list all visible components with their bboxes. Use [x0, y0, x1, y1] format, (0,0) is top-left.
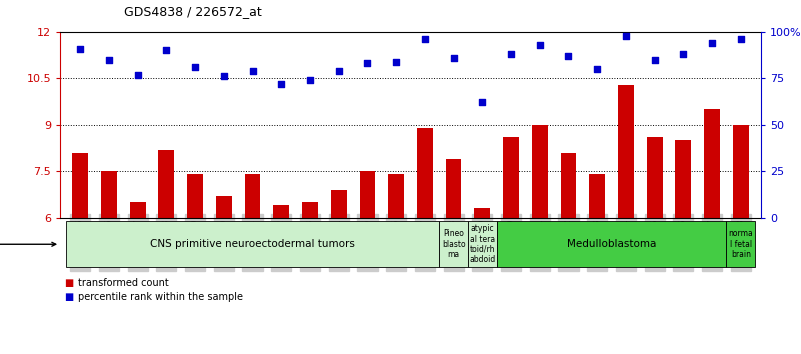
Point — [591, 66, 604, 72]
Point — [505, 51, 517, 57]
Bar — [417, 128, 433, 218]
Point — [361, 61, 374, 66]
Bar — [445, 159, 461, 218]
Text: percentile rank within the sample: percentile rank within the sample — [78, 292, 244, 302]
Point — [390, 59, 403, 64]
Point — [275, 81, 288, 87]
Point — [418, 36, 431, 42]
Point — [189, 64, 202, 70]
Text: Medulloblastoma: Medulloblastoma — [567, 239, 656, 249]
Text: Pineo
blasto
ma: Pineo blasto ma — [442, 229, 465, 259]
Bar — [244, 175, 260, 218]
Point — [332, 68, 345, 74]
Text: disease state: disease state — [0, 239, 56, 249]
Bar — [302, 202, 318, 218]
Text: ■: ■ — [64, 278, 74, 288]
Bar — [216, 196, 231, 218]
Bar — [130, 202, 146, 218]
Text: GDS4838 / 226572_at: GDS4838 / 226572_at — [124, 5, 262, 18]
Bar — [439, 221, 468, 267]
Point — [131, 72, 144, 78]
Point — [103, 57, 115, 63]
Bar — [646, 137, 662, 218]
Point — [619, 33, 632, 39]
Bar — [66, 221, 439, 267]
Point — [447, 55, 460, 61]
Bar — [503, 137, 519, 218]
Bar — [497, 221, 727, 267]
Bar — [590, 175, 605, 218]
Bar — [72, 153, 88, 218]
Text: CNS primitive neuroectodermal tumors: CNS primitive neuroectodermal tumors — [150, 239, 355, 249]
Bar — [101, 171, 117, 218]
Text: norma
l fetal
brain: norma l fetal brain — [728, 229, 753, 259]
Bar — [159, 150, 175, 218]
Text: transformed count: transformed count — [78, 278, 169, 288]
Bar — [704, 109, 720, 218]
Point — [304, 78, 316, 83]
Bar — [532, 125, 548, 218]
Point — [533, 42, 546, 48]
Bar — [618, 85, 634, 218]
Bar — [273, 205, 289, 218]
Point — [648, 57, 661, 63]
Bar — [474, 209, 490, 218]
Text: atypic
al tera
toid/rh
abdoid: atypic al tera toid/rh abdoid — [469, 224, 496, 264]
Bar — [388, 175, 404, 218]
Point — [476, 100, 489, 105]
Bar — [331, 190, 347, 218]
Text: ■: ■ — [64, 292, 74, 302]
Bar — [561, 153, 577, 218]
Point — [706, 40, 718, 46]
Point — [160, 47, 173, 53]
Point — [677, 51, 690, 57]
Bar — [733, 125, 749, 218]
Bar — [360, 171, 376, 218]
Point — [562, 53, 575, 59]
Point — [217, 74, 230, 79]
Bar — [675, 140, 691, 218]
Bar — [727, 221, 755, 267]
Point — [74, 46, 87, 51]
Bar — [187, 175, 203, 218]
Bar — [468, 221, 497, 267]
Point — [735, 36, 747, 42]
Point — [246, 68, 259, 74]
